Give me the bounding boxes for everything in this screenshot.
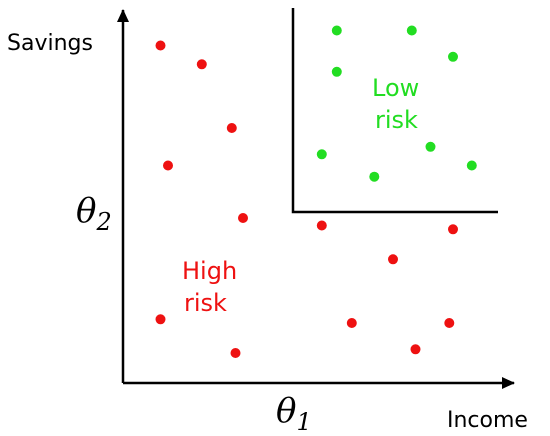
high-risk-point-10 bbox=[230, 348, 241, 358]
high-risk-point-9 bbox=[155, 314, 166, 325]
high-risk-point-11 bbox=[346, 318, 357, 328]
low-risk-point-3 bbox=[448, 51, 458, 62]
high-risk-point-6 bbox=[316, 220, 327, 231]
high-risk-point-7 bbox=[448, 224, 458, 235]
low-risk-point-4 bbox=[331, 66, 342, 77]
theta2-main: θ bbox=[76, 191, 96, 231]
high-risk-point-5 bbox=[238, 213, 248, 223]
high-risk-label-line2: risk bbox=[184, 289, 227, 317]
theta1-subscript: 1 bbox=[296, 408, 311, 436]
high-risk-point-2 bbox=[196, 59, 207, 70]
high-risk-point-8 bbox=[388, 254, 398, 265]
low-risk-label-line1: Low bbox=[372, 74, 419, 102]
low-risk-point-7 bbox=[425, 141, 436, 152]
high-risk-label-line1: High bbox=[182, 257, 237, 285]
low-risk-point-8 bbox=[466, 160, 477, 171]
high-risk-point-13 bbox=[444, 318, 455, 328]
theta1-main: θ bbox=[276, 391, 296, 431]
low-risk-point-2 bbox=[406, 25, 417, 36]
x-axis-label: Income bbox=[447, 408, 528, 433]
theta2-symbol: θ2 bbox=[76, 191, 112, 236]
high-risk-point-4 bbox=[163, 160, 173, 171]
high-risk-point-1 bbox=[155, 40, 166, 51]
theta2-subscript: 2 bbox=[95, 208, 111, 236]
low-risk-boundary bbox=[291, 8, 498, 214]
low-risk-label-line2: risk bbox=[375, 106, 418, 134]
points-layer bbox=[155, 25, 477, 358]
y-axis-label: Savings bbox=[7, 31, 93, 56]
low-risk-point-5 bbox=[316, 149, 327, 160]
low-risk-point-6 bbox=[369, 171, 380, 182]
high-risk-point-12 bbox=[410, 344, 421, 355]
high-risk-point-3 bbox=[226, 123, 237, 133]
low-risk-point-1 bbox=[331, 25, 342, 36]
theta1-symbol: θ1 bbox=[276, 391, 312, 436]
